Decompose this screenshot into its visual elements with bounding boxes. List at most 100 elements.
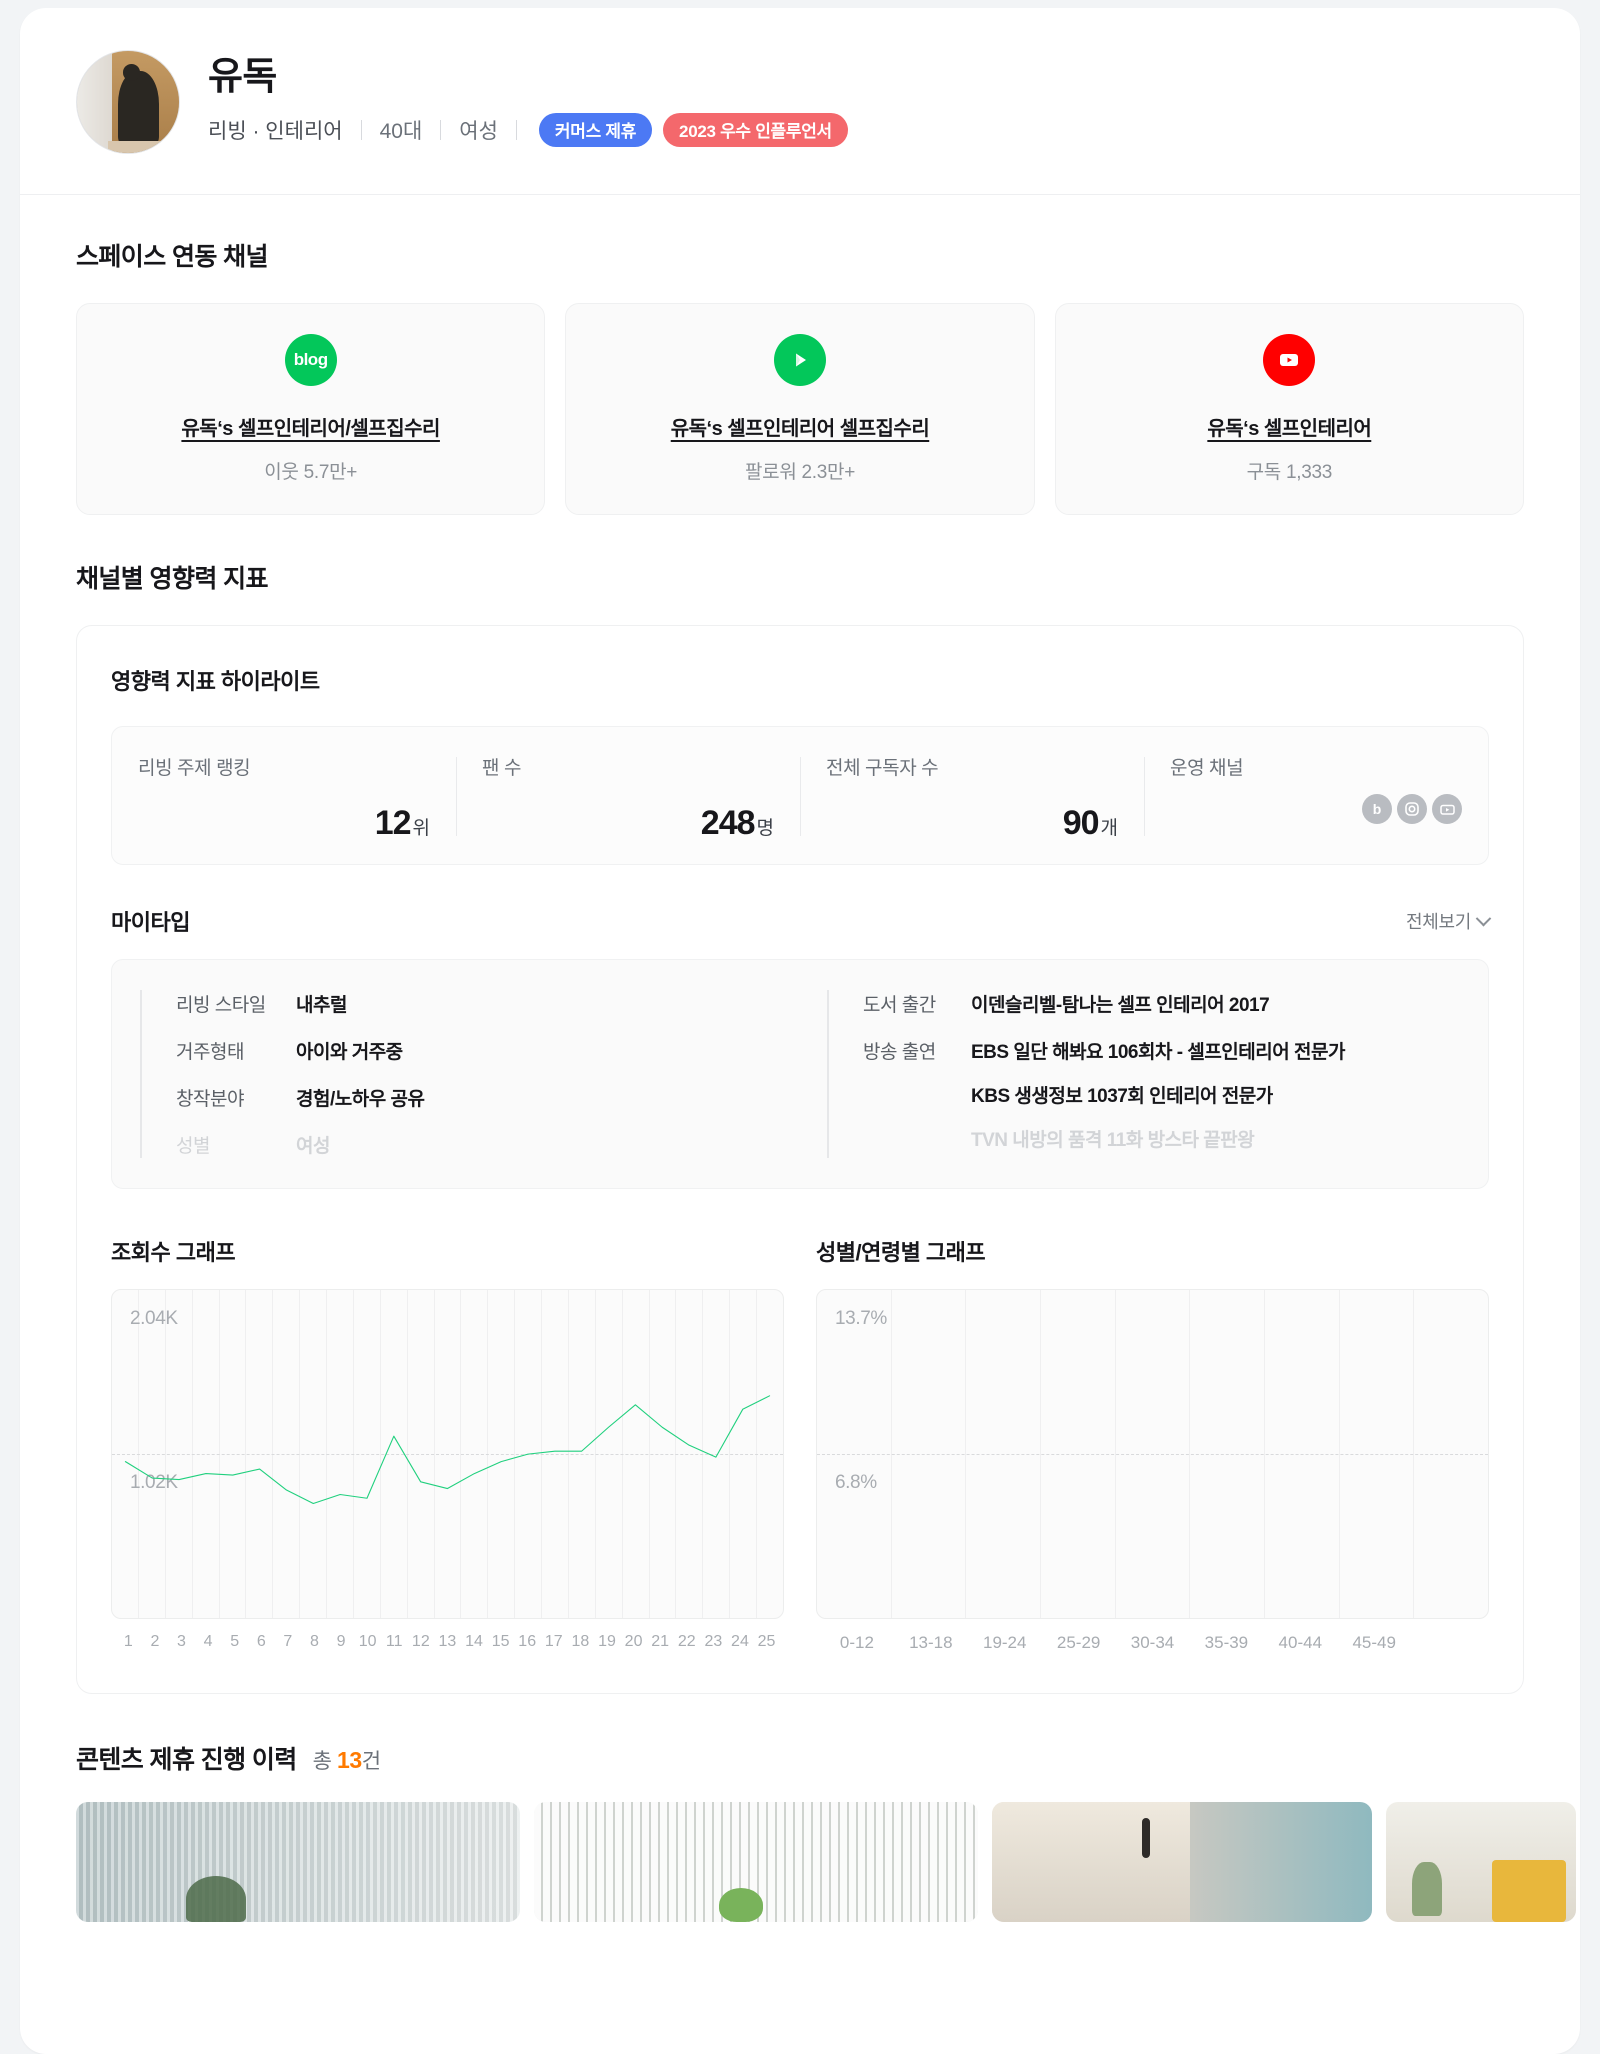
profile-header: 유독 리빙 · 인테리어 40대 여성 커머스 제휴 2023 우수 인플루언서 xyxy=(20,8,1580,195)
mytype-key: 도서 출간 xyxy=(863,995,936,1016)
demographics-chart: 성별/연령별 그래프 13.7% 6.8% 0-12 13-18 19-24 25-2… xyxy=(816,1235,1489,1653)
metric-label: 리빙 주제 랭킹 xyxy=(138,758,251,779)
x-tick: 9 xyxy=(336,1633,346,1650)
badge-commerce: 커머스 제휴 xyxy=(538,112,653,147)
avatar xyxy=(76,50,180,154)
charts-row: 조회수 그래프 2.04K 1.02K 1 2 3 4 5 6 7 8 9 10 11 12 13 14 1… xyxy=(111,1235,1489,1653)
views-x-axis: 1 2 3 4 5 6 7 8 9 10 11 12 13 14 15 16 17 18 19 20 21 22 23 24 2… xyxy=(111,1633,784,1651)
divider xyxy=(440,119,442,140)
metric-living-rank: 리빙 주제 랭킹 12 위 xyxy=(112,753,456,840)
channel-card-blog[interactable]: blog 유독‘s 셀프인테리어/셀프집수리 이웃 5.7만+ xyxy=(76,303,546,515)
demographics-x-axis: 0-12 13-18 19-24 25-29 30-34 35-39 40-44 45-49 xyxy=(816,1633,1489,1653)
mytype-value-extra: KBS 생생정보 1037회 인테리어 전문가 xyxy=(971,1086,1273,1107)
profile-age: 40대 xyxy=(379,119,423,143)
metric-unit: 개 xyxy=(1100,818,1118,839)
x-tick: 45-49 xyxy=(1352,1633,1396,1652)
mytype-value: 내추럴 xyxy=(296,995,347,1016)
mytype-row: 거주형태 아이와 거주중 xyxy=(176,1037,767,1064)
x-tick: 21 xyxy=(651,1633,670,1650)
x-tick: 40-44 xyxy=(1278,1633,1323,1652)
mytype-key: 거주형태 xyxy=(176,1042,244,1063)
metric-value: 248 xyxy=(700,804,756,842)
y-tick-top: 13.7% xyxy=(835,1308,887,1329)
metric-unit: 명 xyxy=(756,818,774,839)
space-channels-section: 스페이스 연동 채널 blog 유독‘s 셀프인테리어/셀프집수리 이웃 5.7… xyxy=(20,195,1580,515)
count-number: 13 xyxy=(337,1747,362,1773)
channel-name-link[interactable]: 유독‘s 셀프인테리어 셀프집수리 xyxy=(670,418,930,440)
mytype-value: EBS 일단 해봐요 106회차 - 셀프인테리어 전문가 xyxy=(971,1042,1345,1063)
thumbnail-shelf[interactable] xyxy=(1386,1802,1576,1922)
x-tick: 35-39 xyxy=(1204,1633,1249,1652)
channel-stat: 이웃 5.7만+ xyxy=(264,462,358,483)
youtube-icon xyxy=(1432,794,1462,824)
views-line-series xyxy=(112,1290,783,1618)
metric-label: 운영 채널 xyxy=(1170,758,1244,779)
x-tick: 12 xyxy=(411,1633,430,1650)
thumbnail-kitchen[interactable] xyxy=(992,1802,1372,1922)
metric-operating-channels: 운영 채널 b xyxy=(1144,753,1488,840)
mid-gridline xyxy=(817,1454,1488,1455)
channel-name-link[interactable]: 유독‘s 셀프인테리어/셀프집수리 xyxy=(181,418,440,440)
x-tick: 25-29 xyxy=(1056,1633,1101,1652)
page-title: 유독 xyxy=(208,56,277,99)
profile-gender: 여성 xyxy=(459,119,498,143)
mytype-col-right: 도서 출간 이덴슬리벨-탐나는 셀프 인테리어 2017 방송 출연 EBS 일… xyxy=(827,990,1488,1158)
x-tick: 15 xyxy=(491,1633,510,1650)
mytype-value: 이덴슬리벨-탐나는 셀프 인테리어 2017 xyxy=(971,995,1270,1016)
x-tick: 5 xyxy=(230,1633,240,1650)
channel-card-youtube[interactable]: 유독‘s 셀프인테리어 구독 1,333 xyxy=(1054,303,1524,515)
metric-fan-count: 팬 수 248 명 xyxy=(456,753,800,840)
channel-name-link[interactable]: 유독‘s 셀프인테리어 xyxy=(1207,418,1372,440)
profile-sheet: 유독 리빙 · 인테리어 40대 여성 커머스 제휴 2023 우수 인플루언서… xyxy=(20,8,1580,2054)
channel-card-navertv[interactable]: 유독‘s 셀프인테리어 셀프집수리 팔로워 2.3만+ xyxy=(565,303,1035,515)
x-tick: 2 xyxy=(150,1633,160,1650)
thumbnail-fence[interactable] xyxy=(534,1802,978,1922)
x-tick: 18 xyxy=(571,1633,590,1650)
bar-groups xyxy=(817,1290,1488,1618)
partnership-count: 총 13건 xyxy=(313,1745,381,1775)
x-tick: 13 xyxy=(438,1633,457,1650)
metric-label: 전체 구독자 수 xyxy=(826,758,939,779)
x-tick: 19 xyxy=(598,1633,616,1650)
x-tick: 23 xyxy=(704,1633,723,1650)
x-tick: 20 xyxy=(624,1633,643,1650)
influence-title: 채널별 영향력 지표 xyxy=(76,565,269,593)
thumbnail-list xyxy=(76,1802,1576,1922)
highlight-title: 영향력 지표 하이라이트 xyxy=(111,669,320,694)
divider xyxy=(515,119,517,140)
naver-blog-icon: blog xyxy=(284,334,337,386)
x-tick: 8 xyxy=(310,1633,319,1650)
x-tick: 4 xyxy=(203,1633,213,1650)
mytype-row: 도서 출간 이덴슬리벨-탐나는 셀프 인테리어 2017 xyxy=(863,990,1454,1017)
mytype-key: 성별 xyxy=(176,1136,210,1157)
instagram-icon xyxy=(1397,794,1427,824)
partnership-title: 콘텐츠 제휴 진행 이력 xyxy=(76,1746,297,1774)
partnership-section: 콘텐츠 제휴 진행 이력 총 13건 xyxy=(20,1694,1580,1922)
x-tick: 14 xyxy=(465,1633,483,1650)
mytype-key: 리빙 스타일 xyxy=(176,995,266,1016)
badge-top-influencer: 2023 우수 인플루언서 xyxy=(663,112,848,147)
channel-card-list: blog 유독‘s 셀프인테리어/셀프집수리 이웃 5.7만+ 유독‘s 셀프인… xyxy=(76,303,1524,515)
profile-category: 리빙 · 인테리어 xyxy=(208,119,343,143)
mytype-title: 마이타입 xyxy=(111,910,190,935)
naver-tv-icon xyxy=(773,334,826,386)
x-tick: 11 xyxy=(385,1633,403,1650)
mytype-key: 창작분야 xyxy=(176,1089,244,1110)
mytype-row: 창작분야 경험/노하우 공유 xyxy=(176,1084,767,1111)
thumbnail-bedroom[interactable] xyxy=(76,1802,520,1922)
naver-blog-icon: b xyxy=(1362,794,1392,824)
view-all-button[interactable]: 전체보기 xyxy=(1405,908,1492,934)
x-tick: 6 xyxy=(256,1633,266,1650)
chevron-down-icon xyxy=(1475,910,1492,926)
x-tick: 24 xyxy=(731,1633,749,1650)
mytype-value-extra: TVN 내방의 품격 11화 방스타 끝판왕 xyxy=(971,1130,1255,1151)
view-all-label: 전체보기 xyxy=(1405,912,1471,932)
y-tick-mid: 6.8% xyxy=(835,1472,877,1493)
mytype-header: 마이타입 전체보기 xyxy=(111,905,1492,937)
count-suffix: 건 xyxy=(361,1750,381,1773)
space-channels-title: 스페이스 연동 채널 xyxy=(76,243,269,271)
views-plot-area: 2.04K 1.02K xyxy=(111,1289,784,1619)
demographics-chart-title: 성별/연령별 그래프 xyxy=(816,1240,986,1265)
influence-section: 채널별 영향력 지표 영향력 지표 하이라이트 리빙 주제 랭킹 12 위 팬 수… xyxy=(20,515,1580,1694)
